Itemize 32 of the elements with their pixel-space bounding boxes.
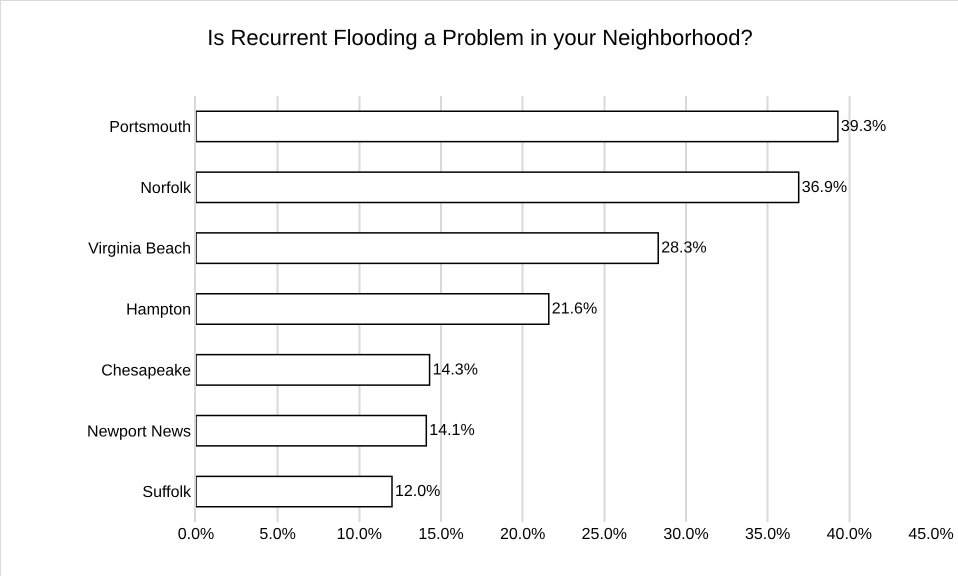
bar xyxy=(196,354,430,386)
bar xyxy=(196,171,800,204)
x-tick-label: 25.0% xyxy=(582,526,628,543)
x-tick-label: 30.0% xyxy=(663,526,709,543)
x-tick-label: 40.0% xyxy=(826,526,872,543)
y-tick-label: Suffolk xyxy=(142,484,192,502)
y-tick-label: Newport News xyxy=(87,423,192,440)
x-tick-label: 45.0% xyxy=(908,526,954,543)
data-label: 21.6% xyxy=(552,300,598,318)
bar xyxy=(196,476,393,508)
x-tick-label: 10.0% xyxy=(336,526,382,543)
x-tick-label: 20.0% xyxy=(500,526,546,543)
y-tick-label: Chesapeake xyxy=(101,362,192,380)
x-tick-label: 15.0% xyxy=(418,526,464,543)
data-label: 14.3% xyxy=(432,361,478,378)
data-label: 36.9% xyxy=(802,178,848,196)
chart-title: Is Recurrent Flooding a Problem in your Neighborhood? xyxy=(207,25,753,50)
bar xyxy=(196,232,659,264)
x-tick-label: 0.0% xyxy=(178,526,214,543)
y-tick-label: Portsmouth xyxy=(109,119,192,136)
y-tick-label: Norfolk xyxy=(140,180,192,197)
y-tick-label: Virginia Beach xyxy=(88,240,192,258)
y-tick-label: Hampton xyxy=(126,302,192,319)
data-label: 12.0% xyxy=(395,483,440,500)
data-label: 14.1% xyxy=(429,422,475,440)
bar xyxy=(196,110,839,142)
x-tick-label: 35.0% xyxy=(744,526,790,543)
data-label: 28.3% xyxy=(661,240,707,257)
bar xyxy=(196,414,428,447)
x-tick-label: 5.0% xyxy=(259,526,296,543)
bar xyxy=(196,293,550,325)
data-label: 39.3% xyxy=(840,118,886,135)
